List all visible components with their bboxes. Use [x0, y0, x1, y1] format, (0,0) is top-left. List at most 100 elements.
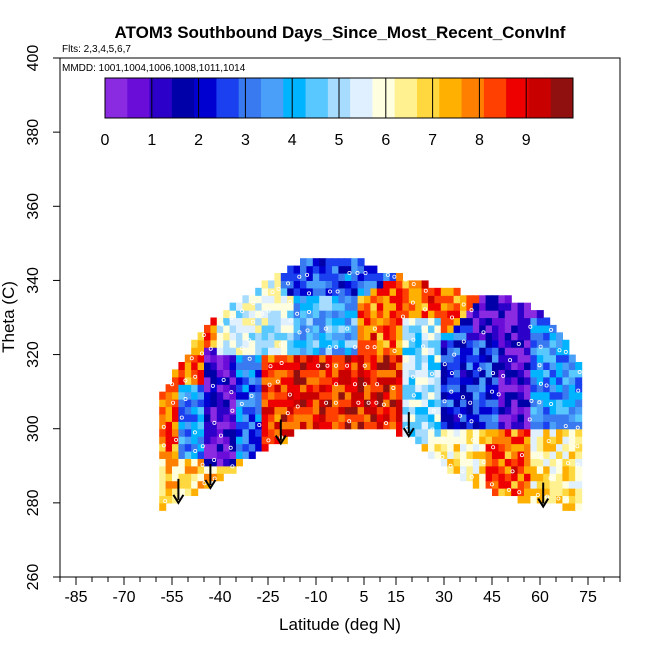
heatmap-cell — [568, 488, 576, 497]
heatmap-cell — [504, 369, 512, 378]
heatmap-cell — [498, 480, 506, 489]
x-tick-label: -70 — [112, 589, 135, 606]
heatmap-cell — [351, 376, 359, 385]
heatmap-cell — [492, 391, 499, 400]
heatmap-cell — [300, 258, 307, 267]
heatmap-cell — [543, 376, 551, 385]
observation-marker — [276, 286, 281, 291]
heatmap-cell — [268, 391, 275, 400]
heatmap-cell — [229, 302, 237, 311]
heatmap-cell — [453, 443, 461, 452]
heatmap-cell — [229, 324, 237, 333]
heatmap-cell — [383, 391, 391, 400]
heatmap-cell — [568, 436, 576, 445]
heatmap-cell — [376, 339, 384, 348]
heatmap-cell — [261, 436, 269, 445]
observation-marker — [575, 444, 580, 449]
heatmap-cell — [364, 361, 371, 370]
heatmap-cell — [485, 369, 493, 378]
heatmap-cell — [524, 480, 531, 489]
heatmap-cell — [248, 384, 256, 393]
heatmap-cell — [485, 376, 493, 385]
heatmap-cell — [504, 473, 512, 482]
heatmap-cell — [351, 317, 359, 326]
heatmap-cell — [376, 310, 384, 319]
heatmap-cell — [216, 347, 224, 356]
heatmap-cell — [466, 399, 474, 408]
heatmap-cell — [498, 450, 506, 459]
heatmap-cell — [447, 317, 455, 326]
heatmap-cell — [223, 339, 231, 348]
heatmap-cell — [293, 310, 301, 319]
heatmap-cell — [504, 339, 512, 348]
observation-marker — [183, 378, 188, 383]
heatmap-cell — [428, 413, 435, 422]
heatmap-cell — [306, 332, 314, 341]
colorbar-swatch — [417, 78, 440, 118]
heatmap-cell — [383, 280, 391, 289]
heatmap-cell — [306, 339, 314, 348]
heatmap-cell — [421, 310, 429, 319]
heatmap-cell — [472, 458, 480, 467]
heatmap-cell — [236, 347, 243, 356]
heatmap-cell — [440, 339, 448, 348]
heatmap-cell — [287, 384, 295, 393]
heatmap-cell — [549, 339, 557, 348]
heatmap-cell — [364, 391, 371, 400]
heatmap-cell — [472, 332, 480, 341]
heatmap-cell — [300, 302, 307, 311]
heatmap-cell — [530, 495, 538, 504]
heatmap-cell — [287, 324, 295, 333]
heatmap-cell — [524, 369, 531, 378]
heatmap-cell — [325, 317, 333, 326]
heatmap-cell — [357, 406, 365, 415]
heatmap-cell — [204, 376, 211, 385]
heatmap-cell — [248, 421, 256, 430]
observation-marker — [537, 400, 542, 405]
heatmap-cell — [453, 332, 461, 341]
heatmap-cell — [562, 450, 570, 459]
heatmap-cell — [434, 376, 442, 385]
observation-marker — [461, 339, 466, 344]
heatmap-cell — [447, 376, 455, 385]
observation-marker — [247, 338, 252, 343]
heatmap-cell — [415, 384, 423, 393]
heatmap-cell — [204, 465, 211, 474]
heatmap-cell — [517, 458, 525, 467]
heatmap-cell — [524, 302, 531, 311]
heatmap-cell — [178, 488, 186, 497]
heatmap-cell — [242, 376, 250, 385]
heatmap-cell — [344, 310, 352, 319]
heatmap-cell — [344, 376, 352, 385]
heatmap-cell — [383, 399, 391, 408]
heatmap-cell — [536, 443, 544, 452]
heatmap-cell — [543, 465, 551, 474]
heatmap-cell — [357, 354, 365, 363]
observation-marker — [461, 302, 466, 307]
heatmap-cell — [223, 465, 231, 474]
heatmap-cell — [536, 495, 544, 504]
heatmap-cell — [319, 295, 327, 304]
heatmap-cell — [517, 443, 525, 452]
heatmap-cell — [325, 376, 333, 385]
heatmap-cell — [306, 347, 314, 356]
heatmap-cell — [210, 317, 218, 326]
heatmap-cell — [332, 339, 339, 348]
heatmap-cell — [517, 310, 525, 319]
heatmap-cell — [485, 465, 493, 474]
heatmap-cell — [344, 295, 352, 304]
heatmap-cell — [396, 421, 403, 430]
heatmap-cell — [197, 443, 205, 452]
heatmap-cell — [376, 384, 384, 393]
heatmap-cell — [530, 384, 538, 393]
heatmap-cell — [498, 413, 506, 422]
heatmap-cell — [216, 354, 224, 363]
heatmap-cell — [268, 339, 275, 348]
heatmap-cell — [261, 413, 269, 422]
tropopause-arrow — [274, 419, 287, 446]
heatmap-cell — [460, 428, 467, 437]
heatmap-cell — [338, 265, 346, 274]
heatmap-cell — [517, 406, 525, 415]
heatmap-cell — [364, 295, 371, 304]
